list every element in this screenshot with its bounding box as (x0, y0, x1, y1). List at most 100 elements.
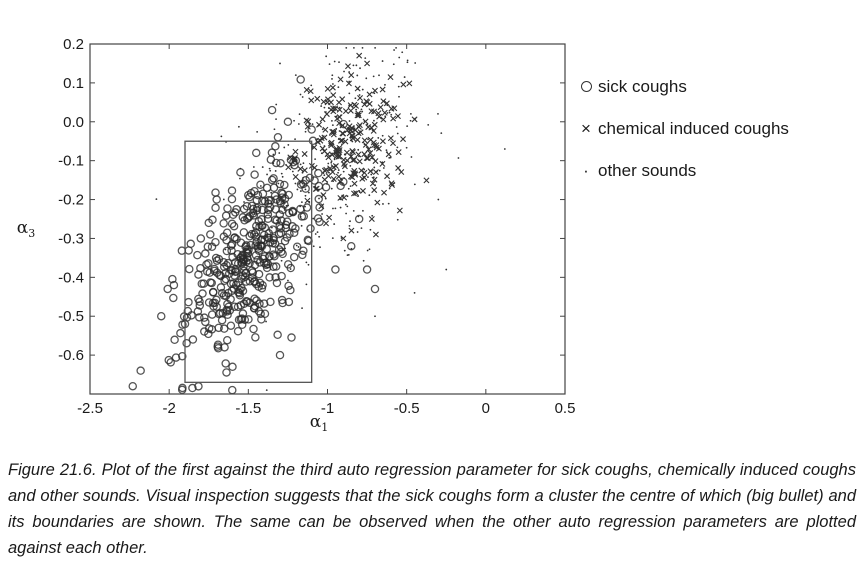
sick-cough-point (286, 155, 296, 165)
sick-cough-point (299, 179, 308, 189)
sick-cough-point (196, 234, 206, 243)
chemical-cough-point (308, 97, 315, 104)
other-sound-point (345, 46, 348, 49)
x-tick-label: 0 (482, 400, 490, 417)
other-sound-point (341, 143, 343, 146)
chemical-cough-point (361, 169, 368, 176)
legend-label: sick coughs (598, 77, 687, 96)
chemical-cough-point (375, 110, 382, 117)
chemical-cough-point (343, 149, 350, 156)
sick-cough-point (236, 315, 246, 324)
sick-cough-point (236, 253, 245, 263)
sick-cough-point (258, 205, 267, 215)
chemical-cough-point (337, 76, 344, 83)
sick-cough-point (254, 269, 264, 279)
chemical-cough-point (347, 102, 354, 109)
chemical-cough-point (351, 170, 358, 177)
other-sound-point (357, 148, 360, 151)
other-sound-point (346, 254, 349, 257)
sick-cough-point (278, 298, 287, 308)
chemical-cough-point (351, 190, 357, 197)
sick-cough-point (230, 302, 239, 311)
chemical-cough-point (332, 163, 339, 170)
other-sound-point (348, 120, 351, 122)
sick-cough-point (245, 192, 254, 202)
other-sound-point (256, 130, 259, 133)
sick-cough-point (229, 221, 239, 231)
sick-cough-point (257, 215, 266, 224)
chemical-cough-point (359, 187, 366, 194)
chemical-cough-point (335, 151, 342, 158)
sick-cough-point (248, 209, 258, 218)
other-sound-point (349, 220, 351, 223)
other-sound-point (367, 138, 369, 141)
sick-cough-point (280, 236, 290, 246)
sick-cough-point (204, 259, 213, 268)
chemical-cough-point (387, 74, 394, 81)
chemical-cough-point (330, 128, 337, 135)
chemical-cough-point (390, 115, 397, 122)
sick-cough-point (251, 333, 260, 342)
chemical-cough-point (329, 151, 336, 158)
other-sound-point (396, 132, 399, 135)
other-sound-point (401, 51, 404, 54)
sick-cough-point (237, 274, 246, 283)
other-sound-point (299, 190, 302, 192)
sick-cough-point (171, 353, 181, 362)
sick-cough-point (331, 265, 340, 274)
chemical-cough-point (384, 173, 391, 180)
sick-cough-point (275, 196, 285, 206)
other-sound-point (280, 259, 283, 262)
chemical-cough-point (342, 108, 349, 115)
other-sound-point (388, 111, 391, 114)
sick-cough-point (265, 252, 274, 261)
sick-cough-point (277, 271, 286, 281)
sick-cough-point (222, 246, 232, 256)
other-sound-point (289, 268, 292, 270)
other-sound-point (301, 96, 304, 98)
y-tick-label: -0.3 (58, 230, 84, 247)
other-sound-point (319, 246, 321, 249)
x-tick-label: -2.5 (77, 400, 103, 417)
cluster-boundary-box (184, 140, 313, 383)
sick-cough-point (262, 183, 272, 193)
sick-cough-point (284, 297, 294, 307)
other-sound-point (265, 320, 267, 323)
other-sound-point (323, 174, 326, 177)
chemical-cough-point (400, 136, 407, 143)
chemical-cough-point (361, 137, 368, 144)
sick-cough-point (229, 279, 238, 288)
sick-cough-point (221, 359, 230, 368)
other-sound-point (302, 162, 305, 165)
x-tick-label: -1.5 (235, 400, 261, 417)
chemical-cough-point (323, 166, 330, 173)
sick-cough-point (227, 194, 237, 204)
sick-cough-point (163, 284, 172, 294)
other-sound-point (329, 134, 331, 136)
sick-cough-point (271, 205, 280, 214)
sick-cough-point (250, 170, 259, 179)
chemical-cough-point (319, 116, 326, 123)
other-sound-point (320, 105, 323, 107)
other-sound-point (299, 163, 302, 166)
other-sound-point (314, 158, 317, 161)
sick-cough-point (270, 251, 279, 261)
other-sound-point (353, 46, 355, 49)
chemical-cough-point (303, 86, 310, 93)
chemical-cough-point (389, 181, 396, 188)
chemical-cough-point (304, 123, 311, 130)
other-sound-point (409, 112, 412, 115)
chemical-cough-point (325, 154, 332, 161)
other-sound-point (349, 185, 352, 188)
sick-cough-point (306, 224, 315, 233)
other-sound-point (266, 173, 268, 176)
sick-cough-point (260, 223, 270, 232)
other-sound-point (300, 224, 303, 227)
chemical-cough-point (353, 190, 360, 197)
chemical-cough-point (330, 105, 337, 112)
y-tick-label: -0.1 (58, 153, 84, 170)
chemical-cough-point (391, 105, 398, 112)
chemical-cough-point (304, 197, 311, 204)
chemical-cough-point (368, 108, 375, 115)
chemical-cough-point (354, 112, 361, 119)
